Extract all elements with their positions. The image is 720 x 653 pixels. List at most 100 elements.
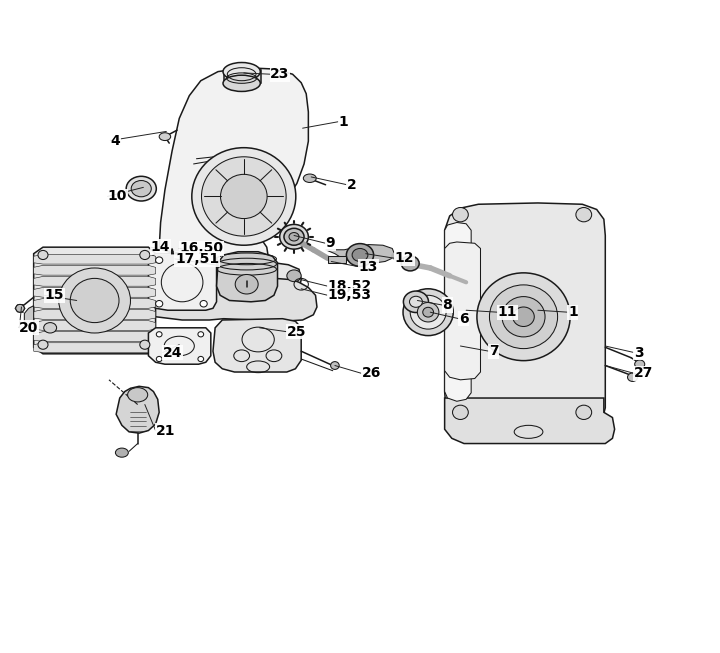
Polygon shape — [217, 251, 277, 302]
Ellipse shape — [200, 257, 207, 263]
Text: 1: 1 — [568, 305, 577, 319]
Ellipse shape — [156, 300, 163, 307]
Polygon shape — [445, 398, 615, 443]
Ellipse shape — [140, 340, 150, 349]
Text: 2: 2 — [347, 178, 357, 192]
Ellipse shape — [410, 295, 446, 329]
Polygon shape — [34, 287, 156, 297]
Ellipse shape — [38, 250, 48, 259]
Text: 20: 20 — [19, 321, 39, 335]
Ellipse shape — [140, 250, 150, 259]
Ellipse shape — [490, 285, 557, 349]
Text: 23: 23 — [270, 67, 289, 81]
Ellipse shape — [576, 208, 592, 222]
Bar — [328, 256, 346, 263]
Text: 19,53: 19,53 — [328, 288, 372, 302]
Ellipse shape — [513, 307, 534, 326]
Text: 10: 10 — [107, 189, 127, 204]
Ellipse shape — [284, 229, 304, 246]
Ellipse shape — [477, 273, 570, 360]
Text: 3: 3 — [634, 345, 644, 360]
Text: 1: 1 — [338, 115, 348, 129]
Text: 18,52: 18,52 — [328, 279, 372, 293]
Ellipse shape — [289, 232, 299, 241]
Polygon shape — [213, 319, 301, 372]
Polygon shape — [168, 249, 215, 295]
Ellipse shape — [59, 268, 130, 333]
Ellipse shape — [403, 291, 428, 313]
Text: 11: 11 — [498, 305, 517, 319]
Ellipse shape — [287, 270, 301, 281]
Ellipse shape — [279, 225, 308, 249]
Polygon shape — [34, 310, 156, 319]
Polygon shape — [148, 328, 211, 364]
Ellipse shape — [223, 63, 261, 81]
Ellipse shape — [346, 244, 374, 266]
Ellipse shape — [202, 157, 286, 236]
Text: 6: 6 — [459, 311, 469, 326]
Ellipse shape — [38, 340, 48, 349]
Polygon shape — [34, 265, 156, 275]
Ellipse shape — [235, 274, 258, 294]
Polygon shape — [34, 332, 156, 342]
Ellipse shape — [401, 256, 419, 271]
Ellipse shape — [576, 405, 592, 419]
Text: 4: 4 — [110, 133, 120, 148]
Text: 16,50: 16,50 — [179, 242, 223, 255]
Polygon shape — [24, 306, 34, 328]
Text: 13: 13 — [359, 260, 378, 274]
Polygon shape — [34, 343, 156, 353]
Text: 9: 9 — [325, 236, 336, 250]
Text: 14: 14 — [150, 240, 170, 254]
Polygon shape — [34, 321, 156, 330]
Ellipse shape — [156, 357, 162, 362]
Ellipse shape — [44, 323, 57, 333]
Ellipse shape — [71, 278, 119, 323]
Ellipse shape — [156, 257, 163, 263]
Polygon shape — [148, 253, 217, 310]
Bar — [224, 71, 261, 84]
Polygon shape — [116, 387, 159, 433]
Ellipse shape — [198, 357, 204, 362]
Ellipse shape — [410, 296, 423, 308]
Ellipse shape — [453, 405, 468, 419]
Text: 24: 24 — [163, 345, 182, 360]
Ellipse shape — [115, 448, 128, 457]
Polygon shape — [445, 203, 606, 430]
Ellipse shape — [127, 388, 148, 402]
Polygon shape — [445, 242, 480, 380]
Ellipse shape — [303, 174, 316, 182]
Ellipse shape — [453, 208, 468, 222]
Text: 8: 8 — [443, 298, 452, 312]
Polygon shape — [325, 245, 395, 263]
Ellipse shape — [126, 176, 156, 201]
Text: 27: 27 — [634, 366, 653, 380]
Ellipse shape — [156, 332, 162, 337]
Ellipse shape — [628, 373, 638, 381]
Polygon shape — [34, 298, 156, 308]
Ellipse shape — [16, 304, 24, 312]
Ellipse shape — [220, 174, 267, 219]
Polygon shape — [34, 247, 156, 354]
Ellipse shape — [131, 180, 151, 197]
Polygon shape — [445, 223, 471, 402]
Ellipse shape — [635, 360, 644, 368]
Ellipse shape — [159, 133, 171, 140]
Polygon shape — [34, 276, 156, 286]
Ellipse shape — [418, 302, 439, 322]
Polygon shape — [159, 68, 308, 271]
Text: 25: 25 — [287, 325, 306, 339]
Ellipse shape — [198, 332, 204, 337]
Text: 15: 15 — [45, 288, 64, 302]
Ellipse shape — [403, 289, 453, 336]
Polygon shape — [34, 254, 156, 264]
Text: 12: 12 — [395, 251, 414, 265]
Polygon shape — [148, 269, 317, 321]
Text: 21: 21 — [156, 424, 175, 438]
Ellipse shape — [423, 308, 433, 317]
Ellipse shape — [200, 300, 207, 307]
Text: 26: 26 — [361, 366, 381, 380]
Ellipse shape — [502, 296, 545, 337]
Ellipse shape — [352, 249, 368, 261]
Text: 7: 7 — [489, 344, 499, 358]
